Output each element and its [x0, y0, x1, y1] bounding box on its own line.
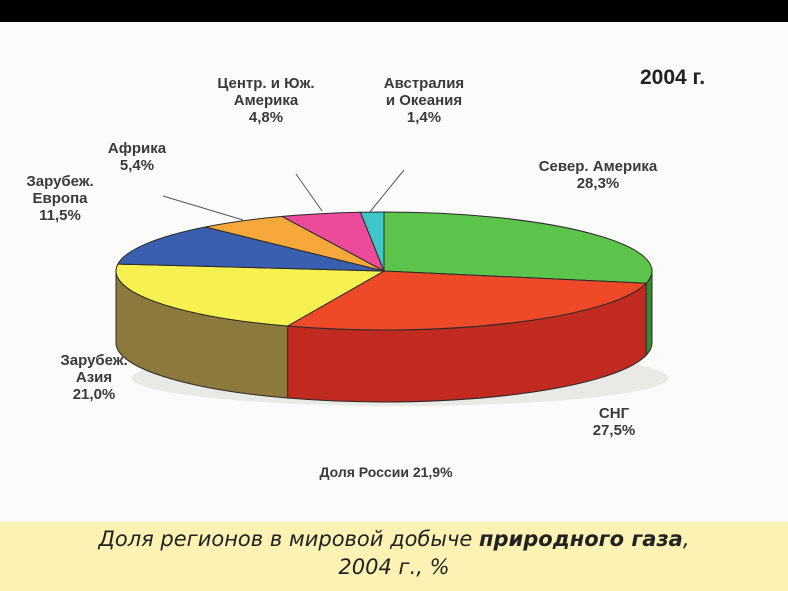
slice-value-australia-oceania: 1,4%: [407, 109, 441, 126]
slice-label-north-america: Север. Америка: [539, 158, 658, 175]
slice-value-foreign-asia: 21,0%: [73, 386, 116, 403]
caption-bold-text: природного газа: [479, 527, 683, 551]
pie-slice-north-america: [383, 211, 653, 284]
slice-value-foreign-europe: 11,5%: [39, 207, 81, 224]
pie-side-north-america: [645, 270, 653, 357]
leader-line-australia-oceania: [368, 169, 405, 214]
caption-line-1: Доля регионов в мировой добыче природног…: [0, 527, 788, 551]
slice-value-north-america: 28,3%: [577, 175, 620, 192]
russia-share-note: Доля России 21,9%: [319, 464, 453, 480]
slice-label-foreign-asia: Азия: [76, 369, 112, 386]
slice-label-africa: Африка: [108, 140, 167, 157]
caption-line-2: 2004 г., %: [338, 555, 450, 579]
slice-value-latin-america: 4,8%: [249, 109, 283, 126]
leader-line-africa: [162, 195, 244, 221]
leader-lines: [162, 169, 405, 221]
slice-value-cis: 27,5%: [593, 422, 636, 439]
leader-line-latin-america: [295, 173, 323, 212]
slice-label-latin-america: Центр. и Юж.: [217, 75, 314, 92]
slice-labels: Север. Америка28,3%СНГ27,5%Зарубеж.Азия2…: [26, 75, 658, 439]
slice-label-foreign-europe: Зарубеж.: [26, 173, 93, 190]
slice-label-foreign-asia: Зарубеж.: [60, 352, 127, 369]
slice-label-australia-oceania: Австралия: [384, 75, 464, 92]
slice-label-latin-america: Америка: [234, 92, 299, 109]
slice-label-foreign-europe: Европа: [33, 190, 89, 207]
top-black-bar: [0, 0, 788, 22]
slice-label-australia-oceania: и Океания: [386, 92, 462, 109]
caption-text: Доля регионов в мировой добыче: [98, 527, 480, 551]
caption-bar: Доля регионов в мировой добыче природног…: [0, 522, 788, 591]
slice-value-africa: 5,4%: [120, 157, 154, 174]
slice-label-cis: СНГ: [599, 405, 630, 422]
pie-slice-australia-oceania: [359, 211, 385, 272]
pie-slice-foreign-europe: [117, 226, 385, 272]
pie-top-faces: [115, 211, 653, 331]
pie-slice-cis: [285, 270, 648, 331]
caption-comma: ,: [682, 527, 690, 551]
pie-slice-foreign-asia: [115, 263, 386, 327]
chart-title: 2004 г.: [640, 66, 705, 89]
